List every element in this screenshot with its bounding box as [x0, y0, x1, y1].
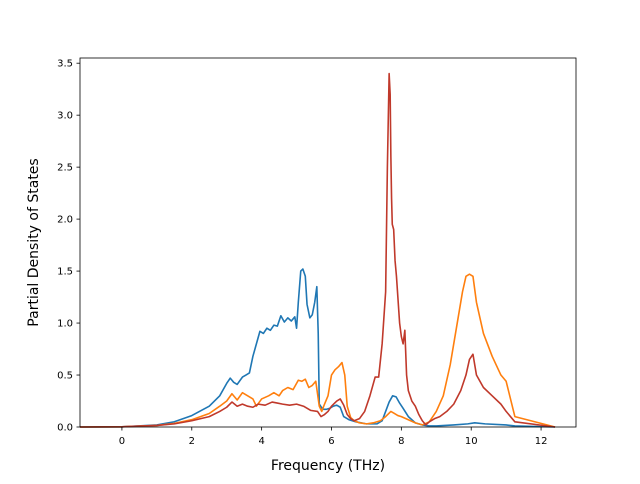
y-tick-label: 0.0: [57, 423, 73, 434]
x-tick-label: 6: [328, 436, 334, 447]
x-tick-label: 10: [465, 436, 478, 447]
series-line-3: [79, 72, 556, 428]
x-tick-label: 12: [535, 436, 548, 447]
x-tick-label: 2: [189, 436, 195, 447]
y-tick-label: 3.0: [57, 111, 73, 122]
series-line-1: [79, 268, 556, 428]
axes-frame: [79, 57, 577, 428]
x-axis-label: Frequency (THz): [271, 458, 385, 474]
y-axis-ticks: 0.0 0.5 1.0 1.5 2.0 2.5 3.0 3.5: [57, 59, 80, 434]
x-tick-label: 8: [398, 436, 404, 447]
y-tick-label: 0.5: [57, 371, 73, 382]
series-layer: [79, 72, 556, 428]
y-tick-label: 2.0: [57, 215, 73, 226]
y-tick-label: 1.0: [57, 319, 73, 330]
x-tick-label: 0: [119, 436, 125, 447]
y-tick-label: 1.5: [57, 267, 73, 278]
x-tick-label: 4: [258, 436, 264, 447]
series-line-2: [79, 273, 556, 428]
x-axis-ticks: 0 2 4 6 8 10 12: [119, 427, 548, 447]
y-tick-label: 2.5: [57, 163, 73, 174]
y-tick-label: 3.5: [57, 59, 73, 70]
y-axis-label: Partial Density of States: [26, 158, 42, 326]
